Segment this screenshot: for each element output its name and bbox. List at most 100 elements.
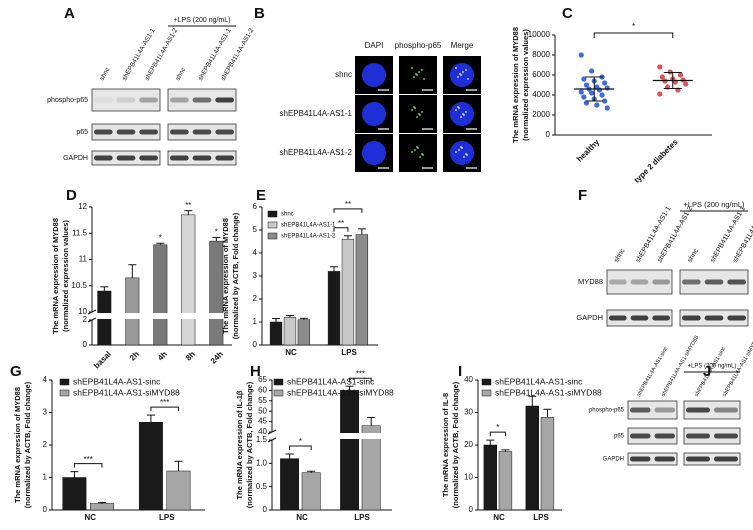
legend-label: shEPB41L4A-AS1-1 bbox=[281, 223, 336, 229]
fluorescent-dot bbox=[419, 156, 421, 158]
fluorescent-dot bbox=[416, 116, 418, 118]
y-tick-label: 6 bbox=[253, 202, 258, 211]
y-tick-label: 0 bbox=[83, 340, 88, 349]
annotation: ** bbox=[185, 201, 191, 210]
blot-band bbox=[704, 279, 724, 285]
legend-swatch bbox=[59, 378, 70, 386]
row-label: MYD88 bbox=[578, 277, 603, 286]
x-tick-label: NC bbox=[84, 513, 96, 522]
row-label: p65 bbox=[76, 129, 88, 136]
blot-band bbox=[215, 155, 234, 161]
blot-band bbox=[630, 433, 651, 439]
fluorescent-dot bbox=[421, 111, 423, 113]
row-label: shnc bbox=[335, 70, 352, 79]
data-point bbox=[602, 80, 608, 86]
legend-label: shEPB41L4A-AS1-2 bbox=[281, 234, 336, 240]
bar bbox=[355, 234, 369, 346]
annotation: ** bbox=[338, 219, 344, 228]
x-tick-label: 8h bbox=[184, 349, 197, 362]
legend-swatch bbox=[481, 378, 492, 386]
blot-band bbox=[652, 279, 670, 285]
annotation: *** bbox=[84, 455, 93, 464]
fluorescent-dot bbox=[416, 146, 418, 148]
fluorescent-dot bbox=[457, 106, 459, 108]
bar bbox=[138, 422, 163, 511]
nucleus bbox=[450, 102, 474, 126]
panel-letter: A bbox=[64, 5, 75, 22]
fluorescent-dot bbox=[458, 149, 460, 151]
data-point bbox=[589, 90, 595, 96]
y-tick-label: 10 bbox=[464, 473, 473, 482]
panel-letter: I bbox=[458, 363, 462, 380]
blot-band bbox=[170, 155, 189, 161]
fluorescent-dot bbox=[423, 78, 425, 80]
x-tick-label: LPS bbox=[354, 513, 370, 522]
blot-band bbox=[686, 433, 710, 439]
y-tick-label: 0 bbox=[546, 130, 551, 139]
bar-break-gap bbox=[124, 313, 141, 319]
blot-band bbox=[609, 279, 627, 285]
fluorescent-dot bbox=[415, 73, 417, 75]
blot-strip bbox=[627, 400, 678, 420]
blot-band bbox=[652, 315, 670, 321]
bar bbox=[525, 405, 539, 511]
lane-label: shnc bbox=[174, 66, 187, 82]
x-tick-label: basal bbox=[92, 350, 113, 371]
x-tick-label: LPS bbox=[533, 513, 549, 522]
legend-label: shEPB41L4A-AS1-siMYD88 bbox=[495, 387, 602, 397]
data-point bbox=[683, 81, 689, 87]
legend-label: shEPB41L4A-AS1-siMYD88 bbox=[287, 387, 394, 397]
blot-band bbox=[630, 456, 651, 462]
legend-swatch bbox=[59, 389, 70, 397]
x-tick-label: healthy bbox=[575, 137, 602, 164]
blot-band bbox=[654, 407, 675, 413]
significance-bracket bbox=[333, 227, 349, 232]
y-tick-label: 11.5 bbox=[72, 228, 88, 237]
bar bbox=[483, 444, 497, 511]
fluorescent-dot bbox=[414, 149, 416, 151]
bar-break-gap bbox=[339, 433, 360, 439]
blot-band bbox=[139, 129, 158, 135]
y-tick-label: 0 bbox=[43, 505, 48, 514]
data-point bbox=[578, 89, 584, 95]
y-tick-label: 2 bbox=[43, 440, 48, 449]
annotation: * bbox=[215, 228, 218, 237]
blot-strip bbox=[91, 88, 161, 112]
annotation: * bbox=[159, 233, 162, 242]
y-tick-label: 0 bbox=[263, 505, 268, 514]
fluorescent-dot bbox=[421, 69, 423, 71]
blot-band bbox=[139, 155, 158, 161]
treatment-label: +LPS (200 ng/mL) bbox=[173, 17, 230, 24]
blot-band bbox=[630, 407, 651, 413]
blot-band bbox=[714, 456, 738, 462]
legend-label: shEPB41L4A-AS1-sinc bbox=[495, 376, 583, 386]
panel-letter: F bbox=[578, 187, 587, 204]
y-tick-label: 0 bbox=[469, 505, 474, 514]
blot-strip bbox=[683, 427, 741, 445]
blot-band bbox=[630, 315, 649, 321]
data-point bbox=[594, 102, 600, 108]
blot-band bbox=[704, 315, 724, 321]
fluorescent-dot bbox=[413, 76, 415, 78]
legend-swatch bbox=[273, 378, 284, 386]
y-tick-label: 0 bbox=[253, 340, 258, 349]
bar bbox=[166, 470, 191, 511]
bar-break-gap bbox=[96, 313, 113, 319]
x-tick-label: type 2 diabetes bbox=[632, 137, 680, 185]
significance-bracket bbox=[489, 431, 506, 437]
annotation: ** bbox=[345, 200, 351, 209]
significance-bracket bbox=[150, 406, 179, 412]
fluorescent-dot bbox=[462, 71, 464, 73]
y-tick-label: 4 bbox=[253, 248, 258, 257]
bar bbox=[283, 317, 297, 346]
blot-band bbox=[116, 97, 136, 103]
row-label: phospho-p65 bbox=[47, 97, 88, 104]
data-point bbox=[583, 82, 590, 88]
legend-label: shnc bbox=[281, 212, 294, 218]
fluorescent-dot bbox=[462, 113, 464, 115]
blot-band bbox=[139, 97, 158, 103]
data-point bbox=[602, 98, 608, 104]
y-axis-label: The mRNA expression of MYD88 bbox=[221, 218, 230, 334]
blot-band bbox=[654, 433, 675, 439]
